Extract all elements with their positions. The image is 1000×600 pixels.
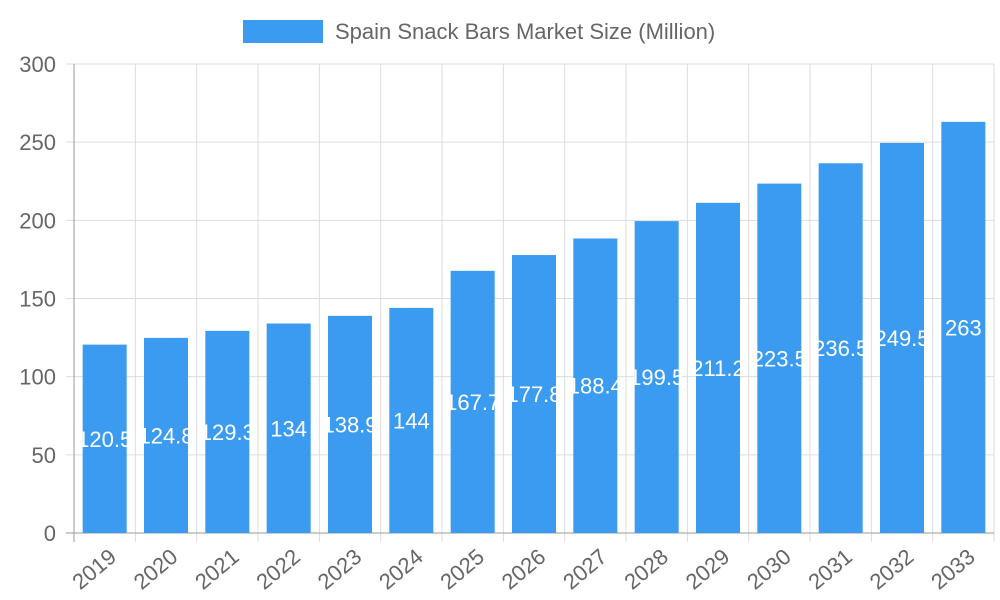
x-tick-label: 2033 — [926, 544, 980, 595]
x-tick-label: 2025 — [435, 544, 489, 595]
bar — [573, 238, 618, 533]
x-tick-label: 2021 — [190, 544, 244, 595]
legend-swatch — [243, 20, 323, 43]
x-tick-label: 2030 — [742, 544, 796, 595]
y-tick-label: 250 — [19, 130, 56, 155]
bar — [818, 163, 863, 533]
data-label: 120.5 — [77, 427, 132, 452]
x-tick-label: 2024 — [374, 544, 428, 595]
legend-label: Spain Snack Bars Market Size (Million) — [335, 19, 715, 44]
y-tick-label: 300 — [19, 52, 56, 77]
bar — [328, 315, 372, 533]
x-tick-label: 2026 — [497, 544, 551, 595]
data-label: 144 — [393, 408, 430, 433]
x-tick-label: 2019 — [67, 544, 121, 595]
data-label: 211.2 — [691, 356, 744, 381]
x-tick-label: 2031 — [803, 544, 857, 595]
y-tick-label: 200 — [19, 208, 56, 233]
data-label: 223.5 — [752, 346, 807, 371]
x-tick-label: 2023 — [313, 544, 367, 595]
bar — [757, 183, 802, 533]
bar — [144, 337, 188, 533]
data-label: 124.8 — [138, 423, 193, 448]
data-label: 249.5 — [874, 326, 929, 351]
data-label: 263 — [945, 315, 982, 340]
x-tick-label: 2027 — [558, 544, 612, 595]
data-label: 188.4 — [568, 374, 623, 399]
bar — [634, 221, 679, 534]
y-tick-label: 150 — [19, 287, 56, 312]
x-tick-label: 2020 — [129, 544, 183, 595]
y-tick-label: 100 — [19, 365, 56, 390]
data-label: 167.7 — [445, 390, 500, 415]
y-tick-label: 50 — [32, 443, 56, 468]
bar — [941, 121, 986, 534]
data-label: 199.5 — [629, 365, 684, 390]
x-tick-label: 2028 — [619, 544, 673, 595]
bar — [450, 270, 495, 533]
x-tick-label: 2032 — [865, 544, 919, 595]
bar — [880, 142, 924, 533]
bar — [389, 307, 434, 533]
x-tick-label: 2022 — [251, 544, 305, 595]
data-label: 236.5 — [813, 336, 868, 361]
data-label: 134 — [270, 416, 307, 441]
x-tick-label: 2029 — [681, 544, 735, 595]
bar — [82, 344, 127, 533]
bar — [205, 330, 250, 533]
bar — [512, 255, 556, 533]
data-label: 129.3 — [200, 420, 255, 445]
data-label: 177.8 — [506, 382, 561, 407]
bar — [266, 323, 311, 533]
y-tick-label: 0 — [44, 521, 56, 546]
data-label: 138.9 — [322, 412, 377, 437]
bar — [696, 202, 740, 533]
